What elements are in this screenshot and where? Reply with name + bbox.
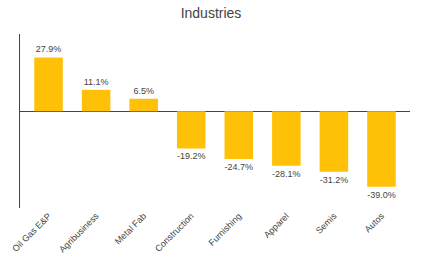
svg-text:-19.2%: -19.2% <box>177 151 206 161</box>
svg-text:Apparel: Apparel <box>262 211 291 240</box>
svg-text:Construction: Construction <box>153 211 196 254</box>
svg-text:Oil Gas E&P: Oil Gas E&P <box>10 211 53 254</box>
svg-text:Semis: Semis <box>314 211 339 236</box>
svg-text:Industries: Industries <box>181 5 242 21</box>
svg-text:-39.0%: -39.0% <box>367 190 396 200</box>
svg-text:-31.2%: -31.2% <box>320 175 349 185</box>
svg-text:11.1%: 11.1% <box>84 77 109 87</box>
svg-text:Autos: Autos <box>363 211 387 235</box>
svg-text:Agribusiness: Agribusiness <box>57 211 101 255</box>
svg-text:Metal Fab: Metal Fab <box>113 211 148 246</box>
svg-text:Furnishing: Furnishing <box>207 211 244 248</box>
svg-text:27.9%: 27.9% <box>36 44 62 54</box>
svg-text:-24.7%: -24.7% <box>225 162 254 172</box>
svg-text:6.5%: 6.5% <box>133 86 154 96</box>
svg-text:-28.1%: -28.1% <box>272 169 301 179</box>
